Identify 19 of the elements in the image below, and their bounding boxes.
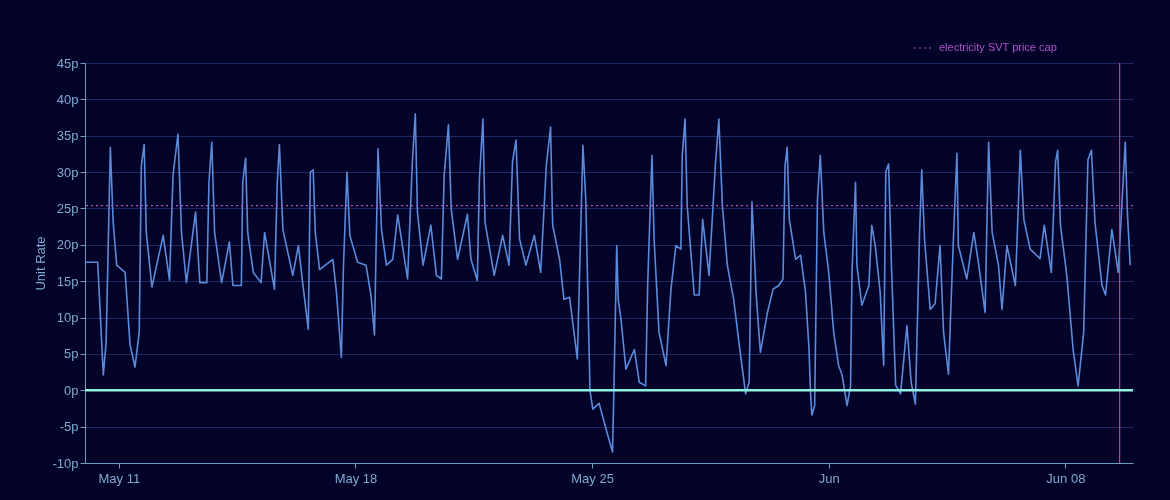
y-tick-label: 40p [56,91,79,107]
x-tick-label: Jun [818,470,840,486]
y-tick-label: 30p [56,164,79,180]
y-tick-label: 45p [56,55,79,71]
y-tick-label: 5p [64,346,79,362]
y-tick-label: 25p [56,200,79,216]
y-tick-label: -5p [59,419,79,435]
y-axis-title: Unit Rate [33,236,49,291]
x-tick-label: May 18 [334,470,378,486]
y-tick-label: 10p [56,310,79,326]
x-tick-label: May 25 [571,470,614,486]
x-tick-label: Jun 08 [1046,470,1086,486]
y-tick-label: 35p [56,128,79,144]
y-tick-label: 15p [56,273,79,289]
y-tick-label: 0p [64,382,79,398]
legend-label: electricity SVT price cap [939,41,1057,53]
y-tick-label: -10p [52,455,79,471]
x-tick-label: May 11 [98,470,141,486]
y-tick-label: 20p [56,237,79,253]
